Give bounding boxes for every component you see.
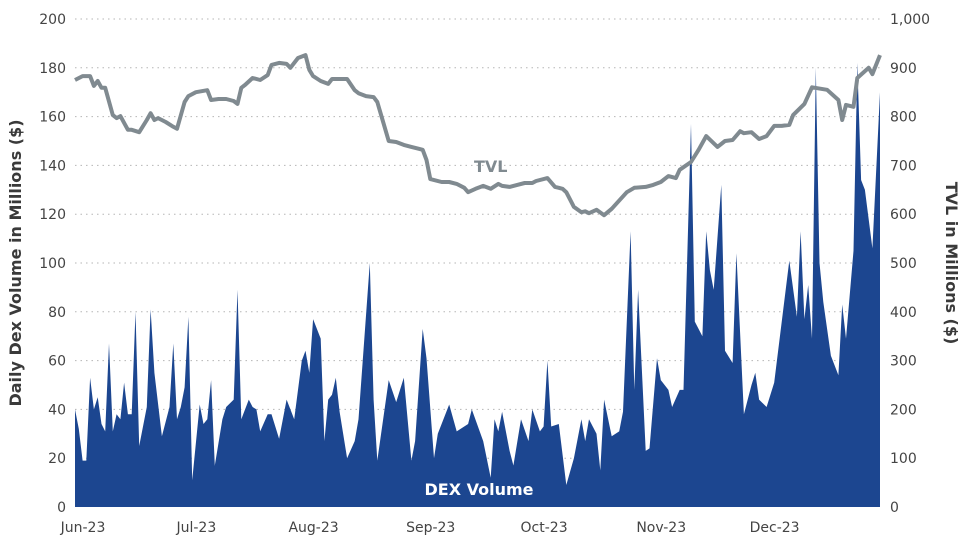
x-axis-ticks: Jun-23 Jul-23 Aug-23 Sep-23 Oct-23 Nov-23 Dec-… [60, 520, 800, 536]
right-tick-label: 300 [890, 354, 917, 370]
dex-volume-area [75, 62, 880, 508]
right-tick-label: 200 [890, 402, 917, 418]
x-tick-label: Dec-23 [750, 520, 800, 536]
left-tick-label: 180 [39, 61, 66, 77]
left-tick-label: 100 [39, 256, 66, 272]
tvl-line [74, 53, 882, 218]
left-axis-title: Daily Dex Volume in Millions ($) [6, 119, 25, 406]
left-tick-label: 200 [39, 12, 66, 28]
right-tick-label: 0 [890, 500, 899, 516]
x-tick-label: Nov-23 [636, 520, 686, 536]
right-tick-label: 500 [890, 256, 917, 272]
right-tick-label: 600 [890, 207, 917, 223]
right-tick-label: 800 [890, 110, 917, 126]
right-tick-label: 700 [890, 158, 917, 174]
right-axis-title: TVL in Millions ($) [942, 182, 960, 345]
right-tick-label: 1,000 [890, 12, 930, 28]
x-tick-label: Aug-23 [288, 520, 338, 536]
left-tick-label: 80 [48, 305, 66, 321]
x-tick-label: Jun-23 [60, 520, 106, 536]
dex-series-label: DEX Volume [424, 480, 533, 499]
right-tick-label: 400 [890, 305, 917, 321]
left-tick-label: 40 [48, 402, 66, 418]
left-tick-label: 120 [39, 207, 66, 223]
left-tick-label: 20 [48, 451, 66, 467]
left-axis-ticks: 0 20 40 60 80 100 120 140 160 180 200 [39, 12, 66, 516]
left-tick-label: 0 [57, 500, 66, 516]
left-tick-label: 160 [39, 110, 66, 126]
tvl-series-label: TVL [474, 157, 508, 176]
gridlines [75, 18, 880, 459]
left-tick-label: 140 [39, 158, 66, 174]
right-tick-label: 900 [890, 61, 917, 77]
x-tick-label: Sep-23 [406, 520, 455, 536]
left-tick-label: 60 [48, 354, 66, 370]
right-axis-ticks: 0 100 200 300 400 500 600 700 800 900 1,000 [890, 12, 930, 516]
x-tick-label: Jul-23 [175, 520, 216, 536]
right-tick-label: 100 [890, 451, 917, 467]
x-tick-label: Oct-23 [521, 520, 568, 536]
